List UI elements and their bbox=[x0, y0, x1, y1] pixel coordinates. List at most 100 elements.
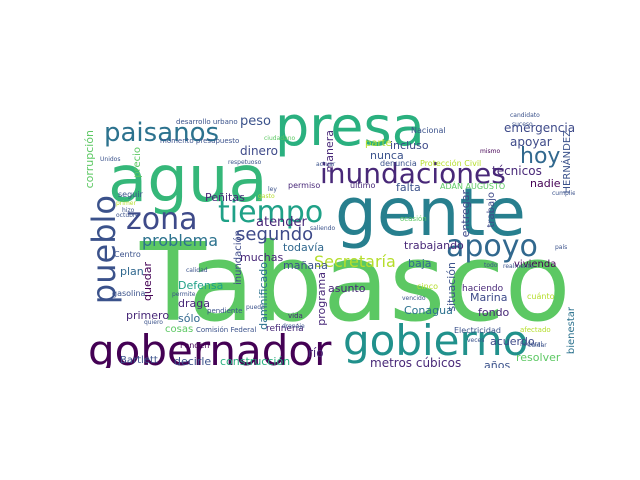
word-20: muchas bbox=[240, 251, 284, 264]
word-50: construcción bbox=[220, 355, 291, 368]
word-84: vida bbox=[288, 312, 303, 320]
word-49: río bbox=[308, 346, 324, 360]
word-96: Unidos bbox=[100, 156, 121, 163]
word-109: candidato bbox=[510, 112, 540, 119]
word-65: cuánto bbox=[527, 292, 555, 301]
word-41: asunto bbox=[328, 282, 366, 295]
word-33: parte bbox=[365, 138, 392, 149]
word-40: sólo bbox=[178, 312, 201, 325]
word-1: gente bbox=[335, 174, 526, 251]
word-36: Defensa bbox=[178, 279, 224, 292]
word-110: suceso bbox=[512, 121, 533, 128]
word-15: Secretaría bbox=[314, 252, 396, 271]
word-53: cosas bbox=[165, 324, 194, 335]
word-44: fondo bbox=[478, 306, 510, 319]
word-107: octubre bbox=[116, 212, 139, 219]
word-105: vencido bbox=[402, 295, 426, 302]
word-79: permiso bbox=[288, 181, 321, 190]
word-9: tiempo bbox=[218, 195, 324, 230]
word-85: ocasión bbox=[400, 215, 427, 223]
word-68: gasolina bbox=[112, 289, 146, 298]
word-81: momento presupuesto bbox=[160, 137, 240, 145]
word-83: pendiente bbox=[207, 307, 243, 315]
word-12: hoy bbox=[520, 144, 561, 169]
word-97: quiero bbox=[144, 319, 163, 326]
word-99: puedo bbox=[246, 304, 265, 311]
word-82: desarrollo urbano bbox=[176, 118, 238, 126]
word-106: permite bbox=[172, 291, 196, 298]
word-112: ley bbox=[268, 186, 277, 193]
word-80: último bbox=[350, 181, 376, 190]
word-64: bienestar bbox=[566, 307, 575, 355]
word-108: hizo bbox=[122, 207, 135, 214]
word-34: plan bbox=[120, 265, 144, 278]
word-55: entregar bbox=[459, 190, 472, 238]
word-7: inundaciones bbox=[320, 157, 506, 190]
word-19: Peñitas bbox=[205, 191, 245, 204]
word-8: zona bbox=[126, 202, 198, 237]
word-11: apoyo bbox=[446, 229, 538, 264]
word-3: presa bbox=[275, 108, 425, 158]
word-22: mañana bbox=[283, 259, 328, 272]
word-52: Bartlett bbox=[120, 355, 158, 366]
word-32: nunca bbox=[370, 149, 404, 162]
word-87: país bbox=[555, 244, 568, 251]
word-21: todavía bbox=[283, 241, 325, 254]
word-51: decirle bbox=[174, 355, 212, 368]
word-28: técnicos bbox=[492, 164, 542, 178]
word-23: trabajando bbox=[404, 239, 464, 252]
word-59: corrupción bbox=[83, 130, 96, 189]
word-14: problema bbox=[142, 231, 219, 250]
word-67: cinco bbox=[417, 282, 438, 291]
word-72: refinería bbox=[266, 324, 304, 334]
word-78: Protección Civil bbox=[420, 159, 482, 168]
word-56: trabajo bbox=[486, 192, 497, 228]
word-69: seguir bbox=[118, 190, 143, 199]
word-74: afectado bbox=[520, 326, 551, 334]
word-66: haciendo bbox=[462, 284, 504, 294]
word-45: acuerdo bbox=[490, 335, 535, 348]
word-104: realmente bbox=[503, 263, 534, 270]
word-94: actuar bbox=[316, 161, 336, 168]
word-54: situación bbox=[445, 262, 458, 312]
word-57: HERNÁNDEZ bbox=[562, 130, 573, 194]
word-91: ciudadano bbox=[264, 135, 296, 142]
word-43: Marina bbox=[470, 291, 508, 304]
word-38: draga bbox=[178, 297, 210, 310]
word-24: baja bbox=[408, 257, 432, 270]
word-86: cumpliendo bbox=[552, 190, 575, 197]
word-0: Tabasco bbox=[140, 221, 571, 346]
word-93: gasto bbox=[258, 193, 275, 200]
word-73: Electricidad bbox=[454, 326, 501, 335]
word-29: nadie bbox=[530, 177, 561, 190]
word-92: primer bbox=[116, 200, 136, 207]
word-5: gobierno bbox=[343, 316, 529, 365]
word-39: primero bbox=[126, 309, 170, 322]
word-77: denuncia bbox=[380, 159, 417, 168]
word-37: damnificado bbox=[257, 262, 270, 330]
word-cloud: Tabasco gente agua presa gobernador gobierno p… bbox=[80, 108, 575, 368]
word-46: resolver bbox=[516, 351, 561, 364]
word-58: ADÁN AUGUSTO bbox=[440, 182, 506, 191]
word-27: apoyar bbox=[510, 135, 552, 149]
word-25: vivienda bbox=[514, 259, 557, 270]
word-42: Conagua bbox=[404, 304, 453, 317]
word-98: drenaje bbox=[282, 323, 305, 330]
word-103: veces bbox=[467, 337, 485, 344]
word-26: emergencia bbox=[504, 121, 575, 135]
word-95: saliendo bbox=[310, 225, 336, 232]
word-17: peso bbox=[240, 114, 271, 129]
word-88: respetuoso bbox=[228, 159, 262, 166]
word-101: Federal bbox=[520, 341, 543, 348]
word-70: Centro bbox=[114, 250, 141, 259]
word-60: precio bbox=[132, 147, 143, 178]
word-10: paisanos bbox=[104, 118, 220, 148]
word-13: segundo bbox=[236, 224, 314, 245]
word-71: Fonden bbox=[180, 341, 210, 350]
word-16: atender bbox=[256, 215, 307, 230]
word-75: Comisión Federal bbox=[196, 326, 257, 334]
word-111: todo bbox=[484, 262, 498, 269]
word-30: falta bbox=[396, 181, 421, 194]
word-48: años bbox=[484, 359, 511, 368]
word-89: mismo bbox=[480, 148, 501, 155]
